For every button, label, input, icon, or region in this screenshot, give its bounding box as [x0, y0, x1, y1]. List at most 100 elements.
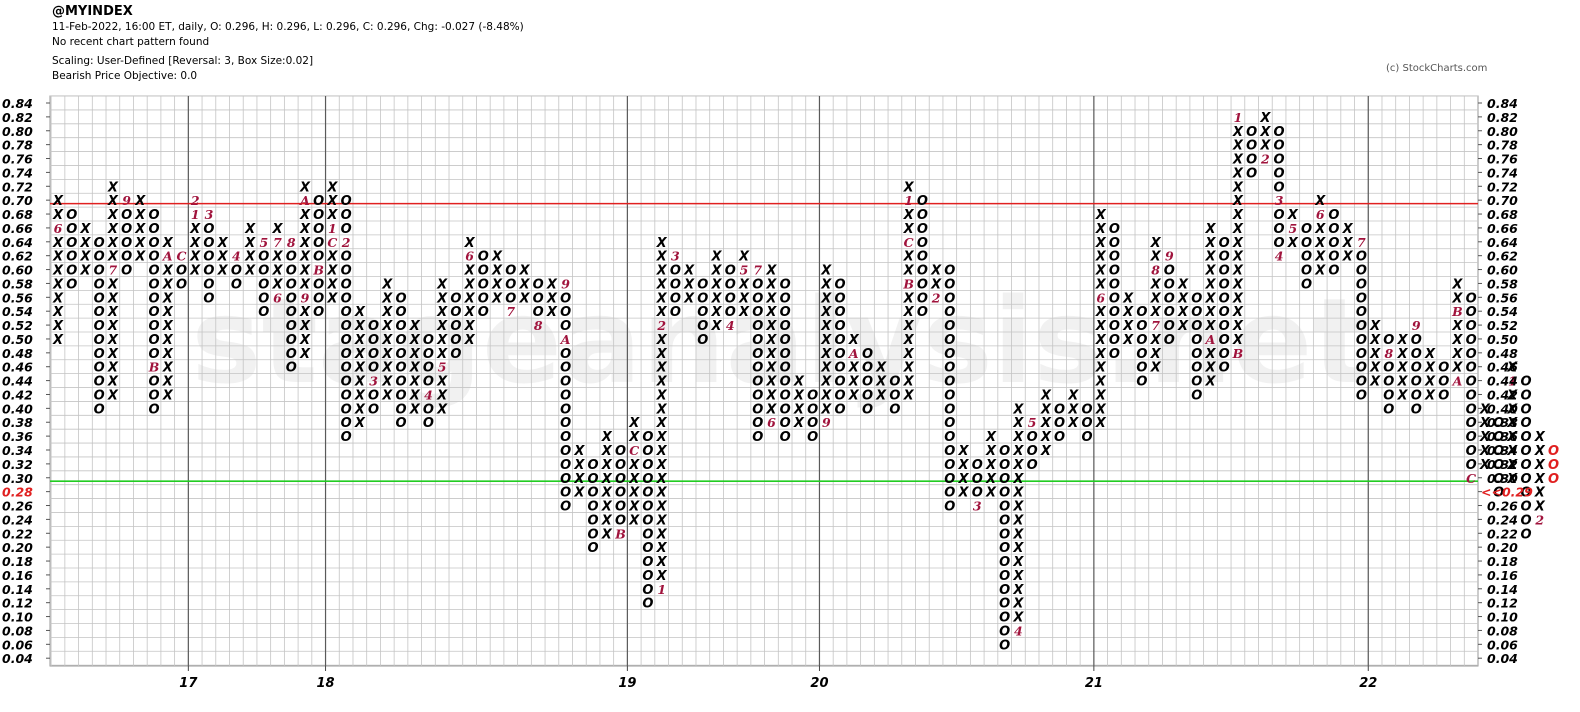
o-box: O: [752, 347, 763, 362]
o-box: O: [505, 264, 516, 279]
x-box: X: [189, 222, 201, 237]
o-box: O: [1383, 333, 1394, 348]
x-tick-label: 22: [1359, 676, 1377, 691]
y-tick-left: 0.78: [2, 138, 33, 153]
x-box: X: [272, 222, 284, 237]
x-box: X: [299, 277, 311, 292]
x-box: X: [1451, 277, 1463, 292]
o-box: O: [94, 277, 105, 292]
o-box: O: [670, 291, 681, 306]
x-box: X: [52, 319, 64, 334]
o-box: O: [121, 222, 132, 237]
o-box: O: [1466, 430, 1477, 445]
o-box: O: [1274, 153, 1285, 168]
x-box: X: [272, 250, 284, 265]
x-box: X: [354, 305, 366, 320]
x-box: X: [354, 375, 366, 390]
x-box: X: [1204, 222, 1216, 237]
x-box: X: [793, 388, 805, 403]
o-box: O: [1136, 305, 1147, 320]
x-box: X: [1095, 208, 1107, 223]
x-box: X: [958, 444, 970, 459]
o-box: O: [286, 347, 297, 362]
y-tick-left: 0.20: [2, 540, 33, 555]
month-marker: 5: [1288, 221, 1297, 236]
month-marker: 7: [109, 263, 118, 278]
x-box: X: [1232, 264, 1244, 279]
o-box: O: [944, 388, 955, 403]
o-box: O: [999, 500, 1010, 515]
o-box: O: [944, 416, 955, 431]
x-box: X: [903, 208, 915, 223]
o-box: O: [1054, 430, 1065, 445]
x-box: X: [765, 388, 777, 403]
o-box: O: [478, 291, 489, 306]
o-box: O: [450, 333, 461, 348]
pnf-column: X5X: [1287, 208, 1299, 251]
x-box: X: [464, 277, 476, 292]
month-marker: 1: [328, 221, 337, 236]
o-box: O: [560, 361, 571, 376]
y-tick-left: 0.48: [2, 346, 33, 361]
o-box: O: [1328, 222, 1339, 237]
x-box: X: [299, 250, 311, 265]
y-tick-right: 0.14: [1487, 582, 1518, 597]
y-tick-right: 0.58: [1487, 276, 1518, 291]
copyright-notice: (c) StockCharts.com: [1386, 63, 1488, 74]
o-box: O: [944, 305, 955, 320]
y-tick-left: 0.34: [2, 443, 33, 458]
x-box: X: [1232, 305, 1244, 320]
x-box: X: [1067, 388, 1079, 403]
x-box: X: [217, 264, 229, 279]
x-box: X: [354, 319, 366, 334]
o-box: O: [752, 361, 763, 376]
x-box: X: [1232, 208, 1244, 223]
o-box: O: [1466, 416, 1477, 431]
x-box: X: [299, 305, 311, 320]
x-box: X: [189, 264, 201, 279]
o-box: O: [203, 291, 214, 306]
y-tick-right: 0.36: [1487, 429, 1518, 444]
x-box: X: [107, 208, 119, 223]
o-box: O: [341, 277, 352, 292]
y-tick-left: 0.62: [2, 249, 33, 264]
o-box: O: [313, 208, 324, 223]
y-tick-right: 0.32: [1487, 457, 1518, 472]
x-box: X: [985, 472, 997, 487]
x-box: X: [1397, 347, 1409, 362]
o-box: O: [917, 277, 928, 292]
x-box: X: [656, 486, 668, 501]
month-marker: 2: [1260, 152, 1270, 167]
o-box: O: [341, 402, 352, 417]
o-box: O: [642, 597, 653, 612]
x-box: X: [1177, 291, 1189, 306]
o-box: O: [862, 388, 873, 403]
o-box: O: [944, 444, 955, 459]
x-box: X: [381, 333, 393, 348]
x-box: X: [903, 180, 915, 195]
o-box: O: [944, 361, 955, 376]
x-box: X: [1150, 250, 1162, 265]
o-box: O: [1411, 361, 1422, 376]
x-box: X: [326, 277, 338, 292]
o-box: O: [697, 291, 708, 306]
x-box: X: [1342, 236, 1354, 251]
x-box: X: [1232, 277, 1244, 292]
month-marker: C: [1466, 471, 1476, 486]
o-box: O: [1411, 402, 1422, 417]
x-box: X: [1204, 305, 1216, 320]
x-box: X: [1369, 319, 1381, 334]
pnf-column: OOO: [1438, 361, 1449, 404]
x-box: X: [765, 402, 777, 417]
x-box: X: [1232, 291, 1244, 306]
o-box: O: [66, 222, 77, 237]
